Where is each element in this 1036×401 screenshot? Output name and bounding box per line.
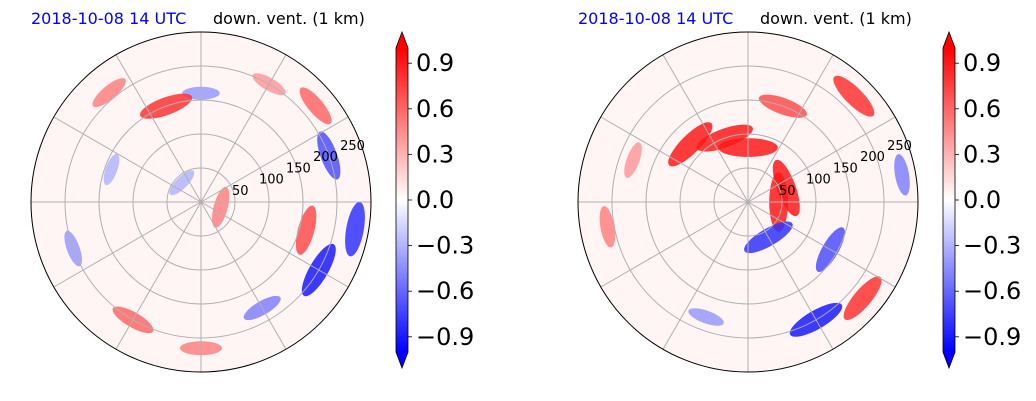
grid-spoke xyxy=(115,201,202,350)
radial-tick-labels: 50 100 150 200 250 xyxy=(232,139,365,199)
field-cell xyxy=(103,153,120,186)
grid-spoke xyxy=(600,116,749,203)
colorbar-tick-labels: 0.9 0.6 0.3 0.0 −0.3 −0.6 −0.9 xyxy=(416,49,474,351)
grid-spoke xyxy=(200,201,349,288)
polar-grid xyxy=(578,32,918,372)
colorbar-extend-max xyxy=(396,32,408,48)
field-cell xyxy=(295,205,317,255)
radial-tick-label: 150 xyxy=(286,161,311,176)
field-cell xyxy=(345,201,365,257)
radial-tick-label: 250 xyxy=(887,139,912,154)
radial-tick-label: 100 xyxy=(259,173,284,188)
grid-spoke xyxy=(200,54,287,203)
title-time: 2018-10-08 14 UTC xyxy=(578,9,733,28)
grid-spoke xyxy=(53,201,202,288)
field-cell xyxy=(169,170,195,196)
colorbar-body xyxy=(943,48,955,352)
colorbar-tick-label: 0.6 xyxy=(963,95,1001,123)
colorbar-tick-label: 0.6 xyxy=(416,95,454,123)
colorbar: 0.9 0.6 0.3 0.0 −0.3 −0.6 −0.9 xyxy=(942,30,1021,370)
colorbar-tick-label: −0.6 xyxy=(416,277,474,305)
colorbar-tick-label: −0.3 xyxy=(963,232,1021,260)
field-cell xyxy=(624,142,642,178)
grid-spoke xyxy=(747,54,834,203)
radial-tick-label: 50 xyxy=(232,184,249,199)
colorbar-tick-label: 0.0 xyxy=(416,186,454,214)
colorbar-outline xyxy=(395,30,409,370)
colorbar-tick-label: 0.0 xyxy=(963,186,1001,214)
colorbar-tick-label: 0.9 xyxy=(416,49,454,77)
colorbar-tick-labels: 0.9 0.6 0.3 0.0 −0.3 −0.6 −0.9 xyxy=(963,49,1021,351)
colorbar-tick-label: 0.9 xyxy=(963,49,1001,77)
colorbar-extend-max xyxy=(943,32,955,48)
grid-spoke xyxy=(600,201,749,288)
grid-spoke xyxy=(53,116,202,203)
field-cell xyxy=(688,308,724,326)
grid-spoke xyxy=(200,201,287,350)
field-cell xyxy=(599,206,616,248)
colorbar-tick-label: −0.6 xyxy=(963,277,1021,305)
colorbar-tick-label: −0.9 xyxy=(416,323,474,351)
colorbar-tick-label: 0.3 xyxy=(416,140,454,168)
radial-tick-label: 100 xyxy=(806,173,831,188)
grid-spoke xyxy=(747,201,896,288)
radial-tick-label: 250 xyxy=(340,139,365,154)
colorbar-ticks xyxy=(408,62,412,338)
polar-frame xyxy=(30,31,372,373)
polar-frame xyxy=(577,31,919,373)
title-variable: down. vent. (1 km) xyxy=(213,9,365,28)
colorbar-outline xyxy=(942,30,956,370)
radial-tick-label: 200 xyxy=(313,150,338,165)
radial-tick-label: 50 xyxy=(779,184,796,199)
title-variable: down. vent. (1 km) xyxy=(760,9,912,28)
polar-grid xyxy=(31,32,371,372)
radial-tick-label: 150 xyxy=(833,161,858,176)
panel-right: 2018-10-08 14 UTC down. vent. (1 km) 50 … xyxy=(577,9,1021,373)
grid-spoke xyxy=(200,116,349,203)
colorbar: 0.9 0.6 0.3 0.0 −0.3 −0.6 −0.9 xyxy=(395,30,474,370)
field-cell xyxy=(212,186,230,228)
title-time: 2018-10-08 14 UTC xyxy=(31,9,186,28)
colorbar-extend-min xyxy=(943,352,955,368)
radial-tick-label: 200 xyxy=(860,150,885,165)
grid-spoke xyxy=(747,201,834,350)
panel-left: 2018-10-08 14 UTC down. vent. (1 km) 50 … xyxy=(30,9,474,373)
colorbar-tick-label: −0.3 xyxy=(416,232,474,260)
field-cell xyxy=(894,154,910,196)
grid-spoke xyxy=(662,54,749,203)
grid-spoke xyxy=(662,201,749,350)
colorbar-ticks xyxy=(955,62,959,338)
field-cell xyxy=(843,276,882,321)
grid-spoke xyxy=(747,116,896,203)
field-cell xyxy=(668,122,713,167)
colorbar-tick-label: −0.9 xyxy=(963,323,1021,351)
colorbar-body xyxy=(396,48,408,352)
colorbar-extend-min xyxy=(396,352,408,368)
colorbar-tick-label: 0.3 xyxy=(963,140,1001,168)
grid-spoke xyxy=(115,54,202,203)
field-cell xyxy=(92,78,126,108)
field-cell xyxy=(299,87,332,125)
radial-tick-labels: 50 100 150 200 250 xyxy=(779,139,912,199)
field-cell xyxy=(833,75,875,117)
